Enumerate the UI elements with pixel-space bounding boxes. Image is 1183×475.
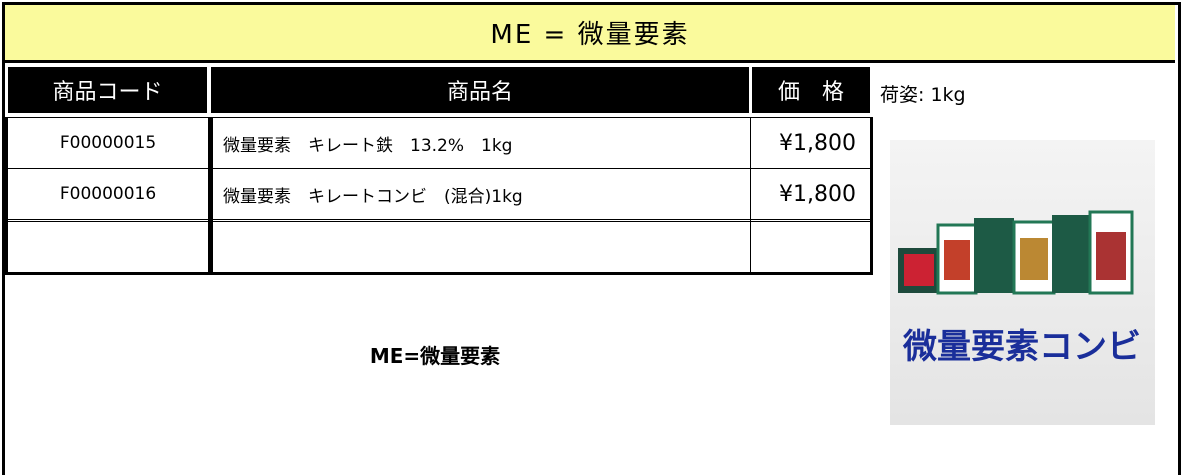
table-cell: ¥1,800 <box>751 169 870 220</box>
column-divider <box>208 117 213 275</box>
table-cell: F00000015 <box>8 118 208 169</box>
column-divider <box>750 117 751 275</box>
table-cell: 微量要素 キレート鉄 13.2% 1kg <box>213 118 750 169</box>
note: ME=微量要素 <box>369 344 501 368</box>
header-cell: 価 格 <box>752 67 870 113</box>
title: ME = 微量要素 <box>5 5 1175 63</box>
table-body <box>5 117 873 275</box>
table-cell: ¥1,800 <box>751 118 870 169</box>
image-label: 微量要素コンビ <box>902 327 1141 367</box>
table-cell: F00000016 <box>8 169 208 220</box>
header-cell: 商品コード <box>8 67 207 113</box>
packing: 荷姿: 1kg <box>880 84 966 106</box>
product-image: 微量要素コンビ <box>890 140 1155 425</box>
empty-row <box>8 221 870 272</box>
header-cell: 商品名 <box>211 67 749 113</box>
table-cell: 微量要素 キレートコンビ (混合)1kg <box>213 169 750 220</box>
